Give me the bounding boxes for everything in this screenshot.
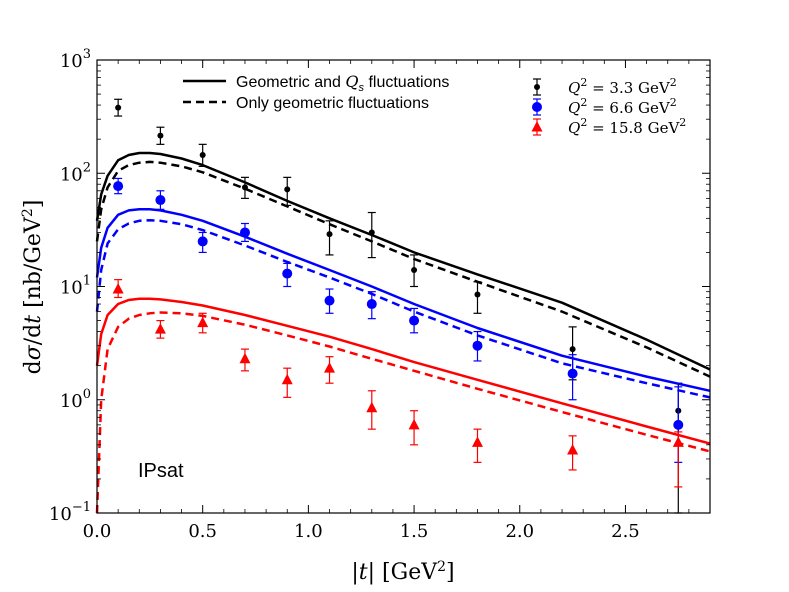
x-tick-label: 2.5: [611, 521, 640, 542]
y-tick-label: 102: [60, 160, 91, 185]
data-point-q2-15.8: [472, 436, 483, 447]
data-point-q2-6.6: [409, 316, 419, 326]
data-point-q2-3.3: [327, 231, 333, 237]
data-point-q2-15.8: [239, 353, 250, 364]
x-tick-label: 0.5: [188, 521, 217, 542]
theory-solid-q2-6.6: [97, 209, 710, 390]
theory-dashed-q2-15.8: [97, 313, 710, 514]
y-tick-label: 103: [60, 47, 91, 72]
data-point-q2-15.8: [113, 283, 124, 294]
legend-marker-q2-3.3: [534, 84, 540, 90]
y-tick-label: 100: [60, 387, 91, 412]
data-point-q2-6.6: [472, 341, 482, 351]
data-point-q2-15.8: [197, 317, 208, 328]
x-tick-label: 0.0: [83, 521, 112, 542]
data-point-q2-6.6: [240, 227, 250, 237]
legend-label-q2-6.6: Q2 = 6.6 GeV2: [568, 96, 677, 117]
data-point-q2-6.6: [282, 269, 292, 279]
data-point-q2-15.8: [282, 374, 293, 385]
legend-label-solid: Geometric and Qs fluctuations: [236, 72, 449, 94]
data-point-q2-3.3: [157, 133, 163, 139]
y-axis-label: dσ/dt [nb/GeV2]: [20, 200, 46, 375]
data-point-q2-3.3: [242, 184, 248, 190]
data-point-q2-6.6: [155, 195, 165, 205]
x-tick-label: 1.5: [400, 521, 429, 542]
legend-label-q2-3.3: Q2 = 3.3 GeV2: [568, 76, 677, 97]
data-point-q2-6.6: [568, 369, 578, 379]
data-point-q2-6.6: [198, 236, 208, 246]
theory-dashed-q2-3.3: [97, 162, 710, 377]
data-point-q2-15.8: [409, 419, 420, 430]
data-point-q2-15.8: [567, 444, 578, 455]
plot-area: [97, 99, 710, 513]
x-tick-label: 1.0: [294, 521, 323, 542]
theory-solid-q2-15.8: [97, 299, 710, 444]
data-point-q2-3.3: [474, 291, 480, 297]
x-axis-label: |t| [GeV2]: [351, 559, 454, 585]
data-point-q2-15.8: [673, 436, 684, 447]
data-point-q2-3.3: [369, 229, 375, 235]
legend-marker-q2-6.6: [532, 102, 542, 112]
chart: 0.0 0.5 1.0 1.5 2.0 2.510−1100101102103 IPsat…: [0, 0, 789, 592]
theory-solid-q2-3.3: [97, 153, 710, 370]
data-point-q2-15.8: [324, 362, 335, 373]
data-point-q2-3.3: [570, 346, 576, 352]
data-point-q2-3.3: [200, 152, 206, 158]
x-tick-label: 2.0: [505, 521, 534, 542]
legend-label-q2-15.8: Q2 = 15.8 GeV2: [568, 116, 686, 137]
y-tick-label: 101: [60, 274, 91, 299]
data-point-q2-3.3: [115, 105, 121, 111]
data-point-q2-15.8: [366, 402, 377, 413]
data-point-q2-3.3: [411, 267, 417, 273]
data-point-q2-6.6: [113, 181, 123, 191]
annotation-ipsat: IPsat: [138, 460, 184, 482]
legend-marker-q2-15.8: [532, 121, 543, 132]
legend-label-dashed: Only geometric fluctuations: [236, 95, 429, 112]
data-point-q2-15.8: [155, 323, 166, 334]
data-point-q2-6.6: [325, 296, 335, 306]
data-point-q2-6.6: [673, 420, 683, 430]
data-point-q2-6.6: [367, 299, 377, 309]
data-point-q2-3.3: [284, 186, 290, 192]
